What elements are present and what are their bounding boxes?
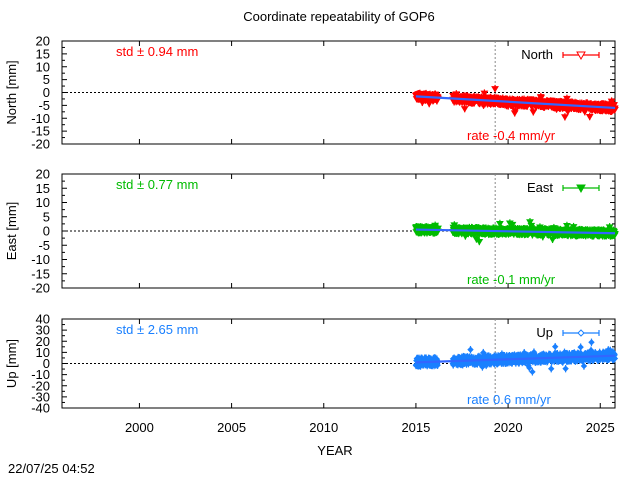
east-trend-line — [415, 228, 616, 235]
east-rate-label: rate -0.1 mm/yr — [467, 272, 556, 287]
up-ytick-label: 30 — [36, 323, 50, 338]
up-data-marker — [548, 365, 555, 372]
east-data-marker — [434, 225, 442, 233]
north-data-marker — [563, 95, 571, 103]
north-ytick-label: -20 — [31, 137, 50, 152]
up-data-marker — [580, 362, 588, 370]
east-ytick-label: -5 — [38, 238, 50, 253]
up-ytick-label: -10 — [31, 367, 50, 382]
east-legend-label: East — [527, 180, 553, 195]
chart-title: Coordinate repeatability of GOP6 — [243, 9, 435, 24]
north-ytick-label: 0 — [43, 85, 50, 100]
up-data-marker — [551, 343, 559, 350]
up-data-marker — [577, 343, 584, 351]
north-ytick-label: 5 — [43, 72, 50, 87]
up-data-marker — [467, 346, 474, 353]
north-std-label: std ± 0.94 mm — [116, 44, 198, 59]
north-data-marker — [529, 109, 538, 116]
north-data-marker — [425, 101, 434, 108]
north-ytick-label: 10 — [36, 59, 50, 74]
east-ytick-label: 15 — [36, 181, 50, 196]
east-legend-marker — [576, 184, 586, 194]
north-trend-line — [415, 95, 616, 110]
north-ytick-label: -10 — [31, 111, 50, 126]
east-data-marker — [475, 238, 484, 246]
east-ytick-label: 5 — [43, 209, 50, 224]
north-ytick-label: -15 — [31, 124, 50, 139]
east-y-axis-label: East [mm] — [4, 202, 19, 261]
east-data-marker — [496, 220, 504, 228]
north-data-marker — [561, 114, 569, 121]
north-legend-marker — [576, 51, 586, 61]
north-data-marker — [460, 106, 469, 113]
up-data-marker — [529, 368, 536, 376]
up-data-marker — [588, 339, 595, 346]
up-series — [412, 338, 619, 376]
north-data-marker — [585, 113, 594, 121]
north-data-marker — [491, 86, 499, 93]
up-data-marker — [526, 364, 533, 372]
up-ytick-label: 10 — [36, 345, 50, 360]
east-ytick-label: -10 — [31, 252, 50, 267]
east-ytick-label: -15 — [31, 266, 50, 281]
east-ytick-label: 0 — [43, 224, 50, 239]
east-ytick-label: 20 — [36, 167, 50, 182]
up-ytick-label: -40 — [31, 401, 50, 416]
north-ytick-label: 20 — [36, 34, 50, 49]
up-ytick-label: -20 — [31, 378, 50, 393]
north-legend-label: North — [521, 47, 553, 62]
north-y-axis-label: North [mm] — [4, 60, 19, 124]
north-ytick-label: -5 — [38, 98, 50, 113]
east-ytick-label: -20 — [31, 281, 50, 296]
east-data-marker — [508, 221, 517, 229]
east-ytick-label: 10 — [36, 195, 50, 210]
up-ytick-label: 20 — [36, 334, 50, 349]
up-ytick-label: 40 — [36, 312, 50, 327]
up-ytick-label: 0 — [43, 356, 50, 371]
up-ytick-label: -30 — [31, 389, 50, 404]
east-std-label: std ± 0.77 mm — [116, 177, 198, 192]
up-data-marker — [562, 365, 569, 372]
north-ytick-label: 15 — [36, 46, 50, 61]
north-rate-label: rate -0.4 mm/yr — [467, 128, 556, 143]
